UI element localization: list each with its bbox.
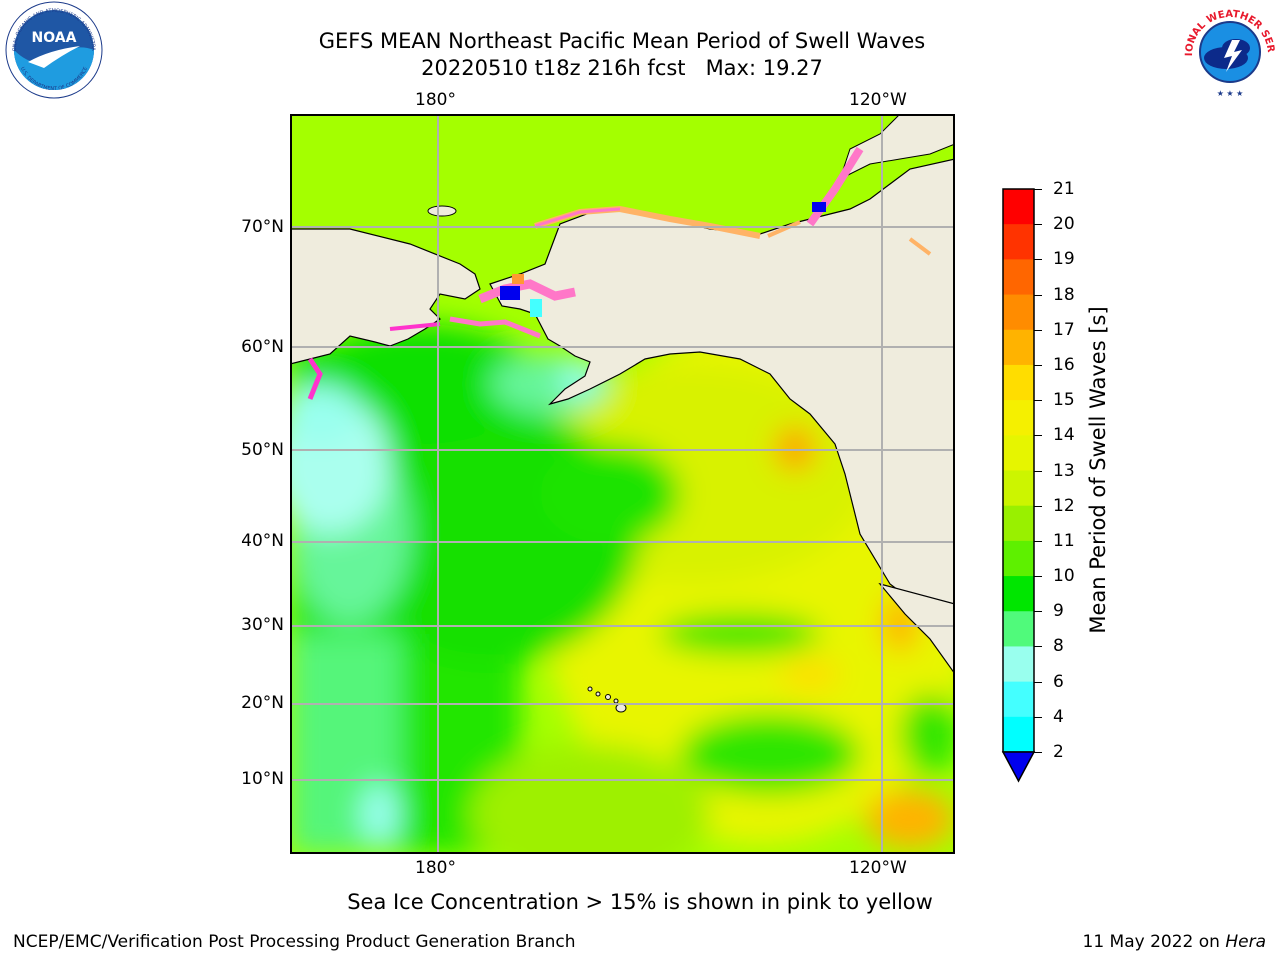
colorbar (1001, 188, 1036, 783)
map-frame (290, 114, 955, 854)
colorbar-tick-label: 10 (1053, 566, 1075, 587)
colorbar-swatch (1003, 505, 1034, 542)
colorbar-swatch (1003, 470, 1034, 507)
colorbar-tick-mark (1034, 470, 1042, 472)
colorbar-swatch (1003, 716, 1034, 753)
land-russia (290, 228, 481, 365)
colorbar-tick-mark (1034, 189, 1042, 190)
swell-field-patches (290, 324, 955, 854)
colorbar-tick-label: 16 (1053, 354, 1075, 375)
lat-label-40n: 40°N (241, 531, 284, 551)
colorbar-swatch (1003, 540, 1034, 577)
colorbar-tick-mark (1034, 224, 1042, 226)
lat-label-10n: 10°N (241, 769, 284, 789)
colorbar-swatch (1003, 294, 1034, 331)
lon-label-180-top: 180° (415, 90, 456, 110)
colorbar-tick-mark (1034, 611, 1042, 613)
colorbar-tick-label: 21 (1053, 179, 1075, 199)
lat-label-60n: 60°N (241, 337, 284, 357)
sea-ice-caption: Sea Ice Concentration > 15% is shown in … (347, 890, 933, 914)
colorbar-tick-label: 11 (1053, 530, 1075, 551)
colorbar-tick-mark (1034, 329, 1042, 331)
footer-machine: Hera (1225, 932, 1266, 952)
chart-title: GEFS MEAN Northeast Pacific Mean Period … (318, 29, 926, 53)
hawaii-islands (587, 686, 627, 713)
colorbar-swatch (1003, 435, 1034, 471)
colorbar-tick-label: 19 (1053, 249, 1075, 270)
colorbar-tick-mark (1034, 576, 1042, 578)
swell-period-map (290, 114, 955, 854)
lat-label-20n: 20°N (241, 693, 284, 713)
colorbar-tick-mark (1034, 364, 1042, 366)
colorbar-tick-mark (1034, 681, 1042, 683)
colorbar-swatch (1003, 329, 1034, 366)
colorbar-tick-label: 15 (1053, 390, 1075, 411)
colorbar-swatch (1003, 576, 1034, 612)
colorbar-tick-label: 12 (1053, 495, 1075, 516)
colorbar-tick-mark (1034, 259, 1042, 261)
colorbar-swatch (1003, 646, 1034, 683)
noaa-logo: NOAA NATIONAL OCEANIC AND ATMOSPHERIC AD… (4, 0, 103, 99)
colorbar-tick-label: 14 (1053, 425, 1075, 446)
colorbar-swatch (1003, 400, 1034, 436)
colorbar-swatch (1003, 364, 1034, 401)
colorbar-tick-label: 13 (1053, 460, 1075, 481)
colorbar-tick-label: 6 (1053, 671, 1064, 692)
svg-text:★ ★ ★: ★ ★ ★ (1217, 89, 1244, 98)
colorbar-tick-mark (1034, 400, 1042, 402)
colorbar-tick-mark (1034, 752, 1042, 753)
colorbar-tick-mark (1034, 294, 1042, 296)
lon-label-180-bottom: 180° (415, 858, 456, 878)
colorbar-tick-label: 9 (1053, 601, 1064, 622)
colorbar-tick-label: 8 (1053, 636, 1064, 657)
noaa-logo-text: NOAA (32, 30, 77, 46)
nws-logo: NATIONAL WEATHER SERVICE ★ ★ ★ (1180, 0, 1276, 98)
colorbar-tick-label: 18 (1053, 284, 1075, 305)
footer-date: 11 May 2022 on Hera (1082, 932, 1267, 952)
land-wrangel-island (427, 205, 457, 217)
land-mexico (878, 582, 955, 676)
land-arctic-islands (839, 114, 955, 180)
lat-label-30n: 30°N (241, 615, 284, 635)
colorbar-extend-arrow (1001, 751, 1036, 783)
colorbar-tick-mark (1034, 716, 1042, 718)
colorbar-tick-label: 20 (1053, 214, 1075, 235)
chart-subtitle: 20220510 t18z 216h fcst Max: 19.27 (421, 56, 823, 80)
colorbar-label: Mean Period of Swell Waves [s] (1086, 306, 1110, 634)
colorbar-swatch (1003, 224, 1034, 260)
lat-label-50n: 50°N (241, 440, 284, 460)
lon-label-120w-bottom: 120°W (849, 858, 907, 878)
footer-credit: NCEP/EMC/Verification Post Processing Pr… (13, 932, 576, 952)
colorbar-swatch (1003, 611, 1034, 647)
colorbar-tick-label: 17 (1053, 319, 1075, 340)
colorbar-tick-mark (1034, 505, 1042, 507)
colorbar-swatch (1003, 681, 1034, 718)
lat-label-70n: 70°N (241, 217, 284, 237)
graticule (290, 114, 955, 854)
colorbar-tick-mark (1034, 646, 1042, 648)
colorbar-tick-mark (1034, 540, 1042, 542)
colorbar-tick-mark (1034, 435, 1042, 437)
lon-label-120w-top: 120°W (849, 90, 907, 110)
sea-ice-overlay (307, 146, 932, 400)
colorbar-tick-label: 2 (1053, 742, 1064, 762)
colorbar-tick-label: 4 (1053, 706, 1064, 727)
colorbar-swatch (1003, 189, 1034, 225)
colorbar-swatch (1003, 259, 1034, 296)
